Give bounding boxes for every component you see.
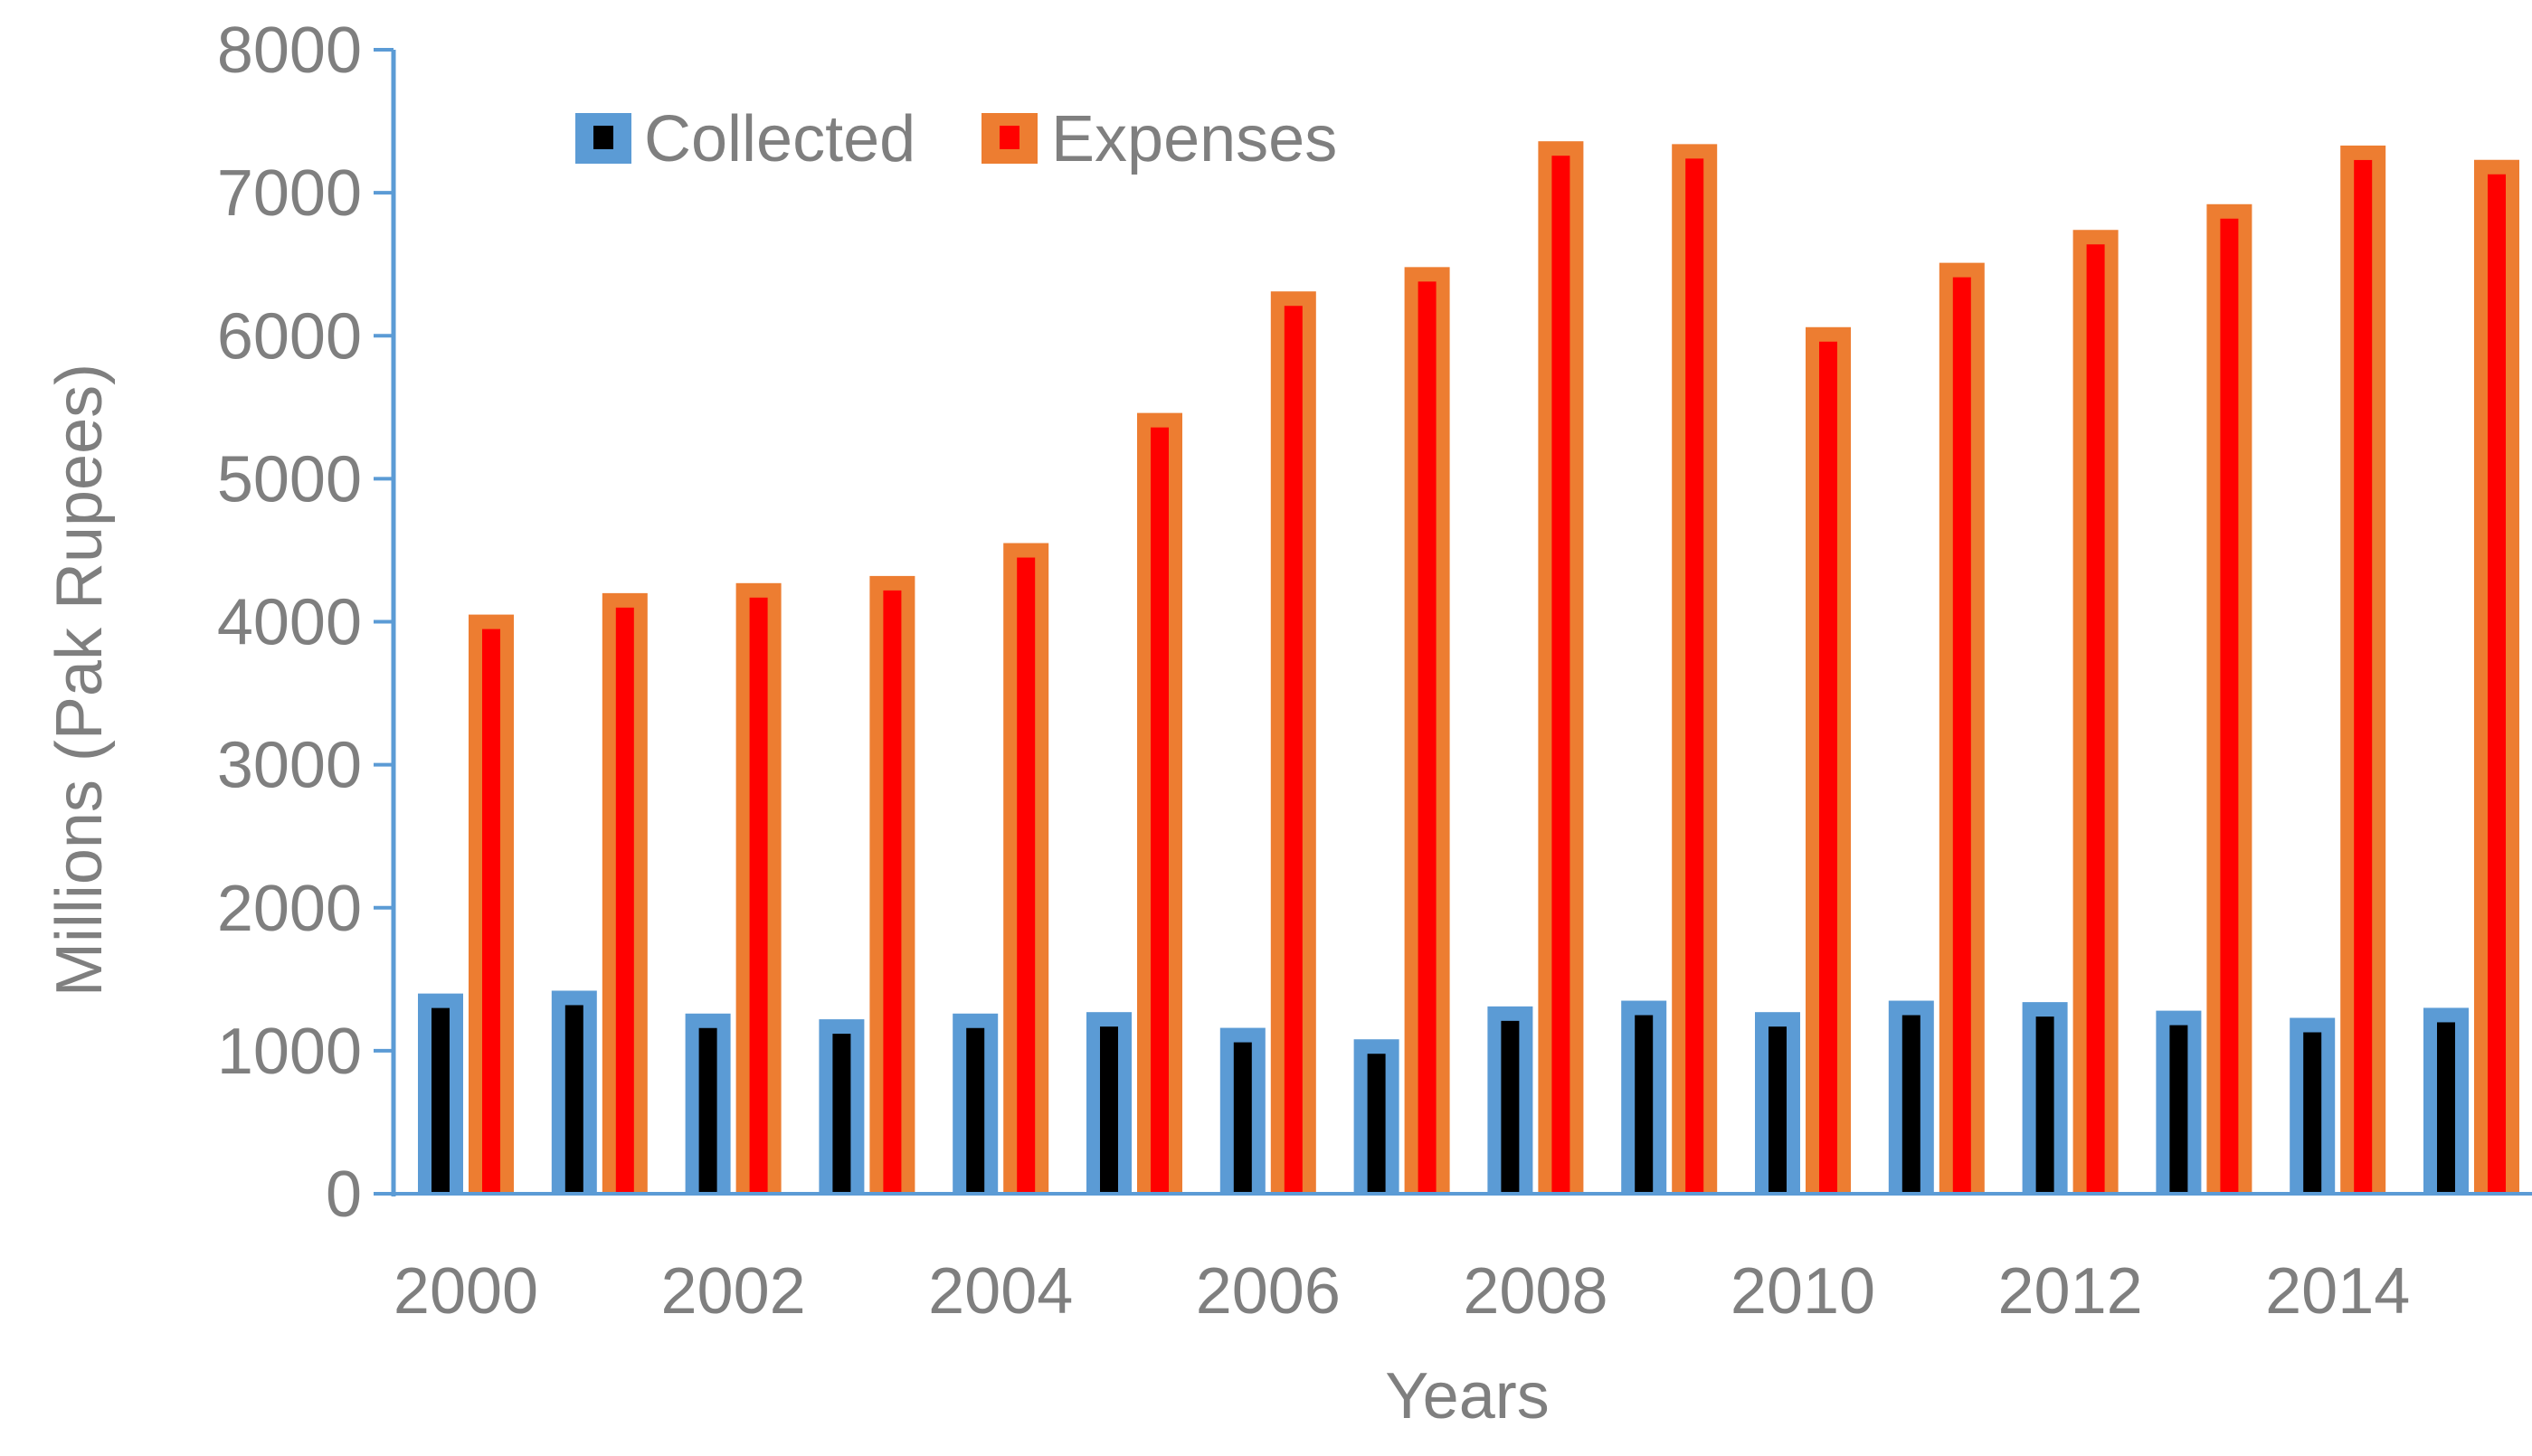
x-ticks-group: 2000 2002 2004 2006 2008 2010 2012 2014 bbox=[394, 1255, 2410, 1328]
bar-inner-expenses-2012 bbox=[2086, 244, 2105, 1194]
x-axis-title: Years bbox=[1385, 1360, 1549, 1432]
x-tick-label-2002: 2002 bbox=[661, 1255, 806, 1328]
x-tick-label-2010: 2010 bbox=[1731, 1255, 1875, 1328]
y-tick-label-7000: 7000 bbox=[217, 157, 362, 230]
bar-inner-expenses-2005 bbox=[1151, 427, 1169, 1194]
bar-inner-expenses-2008 bbox=[1551, 156, 1570, 1195]
y-tick-label-8000: 8000 bbox=[217, 14, 362, 87]
bar-inner-expenses-2013 bbox=[2220, 218, 2239, 1194]
bar-inner-expenses-2002 bbox=[749, 597, 768, 1194]
bar-inner-collected-2007 bbox=[1367, 1054, 1386, 1194]
bar-inner-collected-2008 bbox=[1501, 1020, 1520, 1194]
x-tick-label-2014: 2014 bbox=[2265, 1255, 2410, 1328]
bar-inner-collected-2001 bbox=[564, 1005, 583, 1194]
y-tick-label-0: 0 bbox=[326, 1158, 362, 1231]
y-tick-label-3000: 3000 bbox=[217, 730, 362, 802]
legend-swatch-expenses-inner bbox=[1000, 126, 1019, 149]
x-tick-label-2008: 2008 bbox=[1463, 1255, 1607, 1328]
bar-inner-expenses-2015 bbox=[2488, 174, 2506, 1195]
bar-inner-collected-2002 bbox=[698, 1027, 717, 1194]
bar-inner-collected-2015 bbox=[2437, 1022, 2455, 1194]
bar-inner-collected-2006 bbox=[1233, 1042, 1252, 1194]
y-axis-title: Millions (Pak Rupees) bbox=[43, 364, 116, 997]
legend-swatch-collected-inner bbox=[593, 126, 613, 149]
legend-item-collected: Collected bbox=[575, 103, 915, 175]
bar-inner-expenses-2003 bbox=[883, 590, 902, 1194]
bar-inner-collected-2005 bbox=[1100, 1026, 1118, 1194]
bar-inner-expenses-2006 bbox=[1284, 306, 1303, 1194]
legend-label-collected: Collected bbox=[644, 103, 915, 175]
y-tick-label-2000: 2000 bbox=[217, 873, 362, 945]
bar-inner-expenses-2014 bbox=[2354, 159, 2373, 1195]
bar-inner-collected-2011 bbox=[1901, 1015, 1920, 1194]
bar-inner-expenses-2011 bbox=[1952, 277, 1971, 1194]
bar-inner-expenses-2009 bbox=[1685, 158, 1704, 1194]
x-tick-label-2000: 2000 bbox=[394, 1255, 538, 1328]
bar-inner-collected-2009 bbox=[1635, 1015, 1654, 1194]
bar-inner-collected-2012 bbox=[2035, 1016, 2054, 1194]
y-tick-label-5000: 5000 bbox=[217, 443, 362, 515]
bar-inner-expenses-2000 bbox=[482, 629, 500, 1194]
bar-inner-expenses-2007 bbox=[1418, 281, 1437, 1195]
legend-label-expenses: Expenses bbox=[1051, 103, 1337, 175]
y-tick-label-4000: 4000 bbox=[217, 587, 362, 659]
bar-inner-expenses-2010 bbox=[1819, 341, 1837, 1194]
y-tick-label-1000: 1000 bbox=[217, 1016, 362, 1088]
bar-inner-expenses-2004 bbox=[1017, 557, 1036, 1194]
bar-inner-collected-2004 bbox=[966, 1027, 985, 1194]
y-ticks-group: 0 1000 2000 3000 4000 5000 6000 7000 8000 bbox=[217, 14, 394, 1231]
y-tick-label-6000: 6000 bbox=[217, 300, 362, 373]
x-tick-label-2004: 2004 bbox=[928, 1255, 1073, 1328]
bar-inner-collected-2013 bbox=[2169, 1025, 2188, 1194]
bar-inner-collected-2010 bbox=[1769, 1026, 1787, 1194]
bars-group bbox=[418, 141, 2519, 1195]
bar-inner-expenses-2001 bbox=[615, 607, 634, 1194]
x-tick-label-2012: 2012 bbox=[1998, 1255, 2143, 1328]
x-tick-label-2006: 2006 bbox=[1196, 1255, 1341, 1328]
legend-item-expenses: Expenses bbox=[982, 103, 1337, 175]
bar-inner-collected-2000 bbox=[431, 1007, 450, 1194]
legend: Collected Expenses bbox=[575, 103, 1337, 175]
bar-inner-collected-2014 bbox=[2303, 1032, 2322, 1194]
bar-inner-collected-2003 bbox=[832, 1034, 851, 1194]
